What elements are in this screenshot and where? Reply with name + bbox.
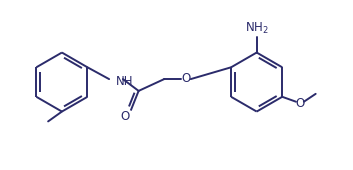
Text: O: O bbox=[295, 97, 305, 110]
Text: NH$_2$: NH$_2$ bbox=[245, 21, 269, 37]
Text: NH: NH bbox=[116, 75, 133, 88]
Text: O: O bbox=[181, 72, 191, 85]
Text: O: O bbox=[120, 110, 130, 123]
